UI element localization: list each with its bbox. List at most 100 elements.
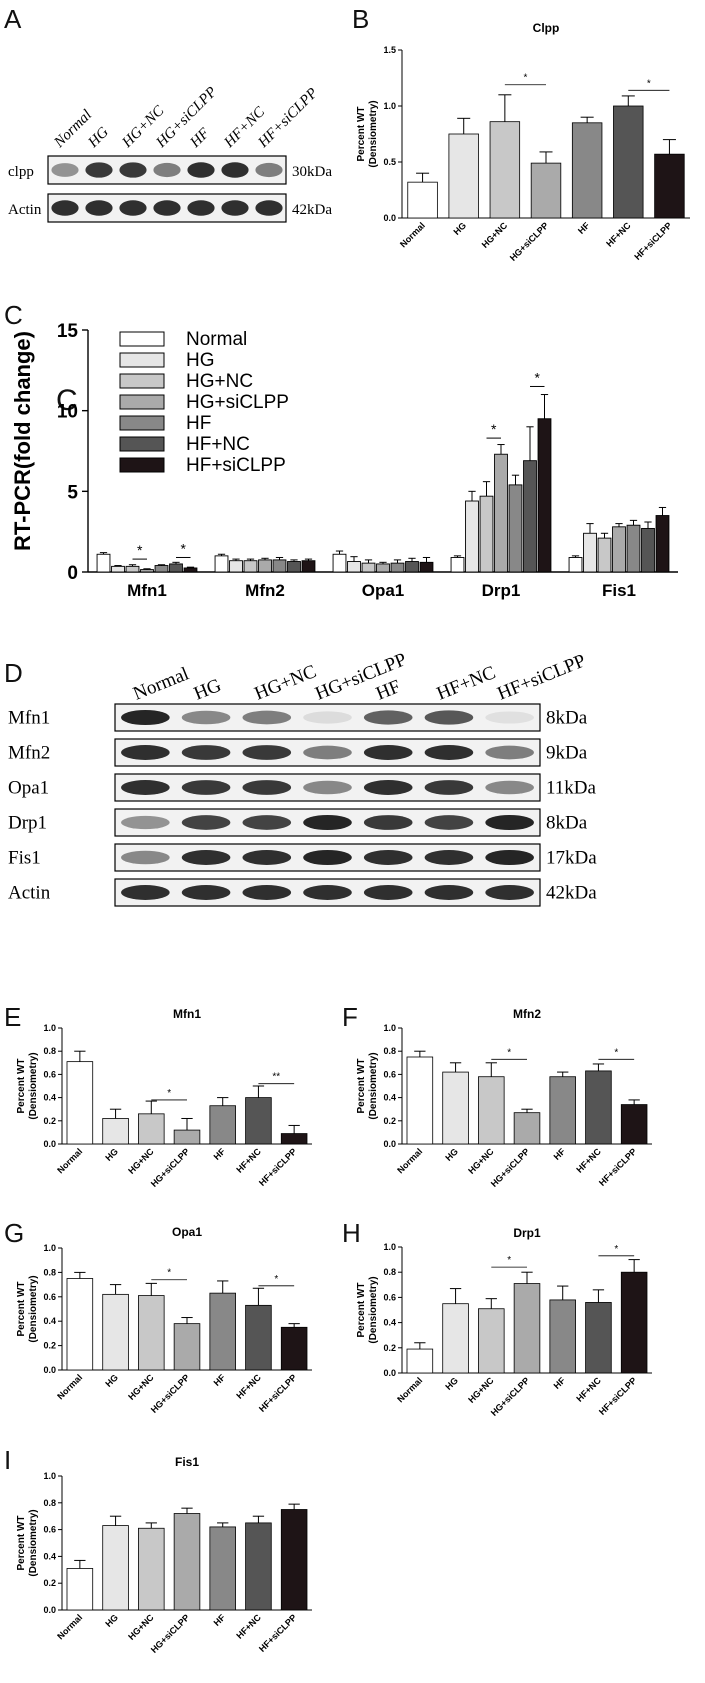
blot-band xyxy=(181,815,231,830)
y-axis-label-2: (Densiometry) xyxy=(368,1052,379,1119)
bar-fis1-hg xyxy=(583,532,597,573)
legend-label: HG+siCLPP xyxy=(186,392,289,413)
significance-marker: ** xyxy=(272,1072,280,1083)
significance-marker: * xyxy=(647,78,651,89)
bar-mfn2-normal xyxy=(214,555,229,573)
blot-band xyxy=(119,200,147,216)
y-tick-label: 0.0 xyxy=(43,1605,56,1615)
blot-band xyxy=(363,850,413,865)
blot-band xyxy=(485,780,534,795)
bar-hg-plus-nc xyxy=(478,1308,505,1374)
bar-hf xyxy=(209,1105,236,1145)
bar-hg xyxy=(442,1071,469,1145)
y-axis-label-2: (Densiometry) xyxy=(28,1052,39,1119)
bar-hg-plus-siclpp xyxy=(530,162,562,219)
bar-fis1-hf-plus-siclpp xyxy=(655,515,670,573)
legend-label: HF xyxy=(186,413,211,434)
significance-marker: * xyxy=(614,1047,618,1058)
x-tick-label: HG xyxy=(103,1146,120,1163)
x-tick-label: Normal xyxy=(55,1372,84,1401)
significance-marker: * xyxy=(523,73,527,84)
bar-normal xyxy=(66,1568,94,1611)
bar-opa1-hg-plus-siclpp xyxy=(376,563,390,573)
y-tick-label: 1.5 xyxy=(383,45,396,55)
x-tick-label: HF xyxy=(212,1146,228,1162)
y-tick-label: 0.4 xyxy=(383,1318,396,1328)
chart-title: Mfn2 xyxy=(513,1007,541,1021)
bar-hf xyxy=(571,122,603,219)
bar-hg xyxy=(442,1303,469,1374)
x-tick-label: HG+siCLPP xyxy=(149,1612,192,1655)
y-tick-label: 0.2 xyxy=(43,1578,56,1588)
blot-row-label: Mfn1 xyxy=(8,708,50,729)
bar-hg-plus-siclpp xyxy=(513,1112,541,1145)
blot-band xyxy=(303,814,352,831)
bar-mfn1-normal xyxy=(96,553,111,573)
bar-mfn2-hg xyxy=(229,560,243,573)
bar-mfn1-hg xyxy=(111,565,125,573)
chart-clpp: Clpp Percent WT (Densiometry) 0.0 0.5 1.0 1.5 N… xyxy=(356,21,690,263)
y-tick-label: 0.2 xyxy=(43,1116,56,1126)
bar-fis1-hf-plus-nc xyxy=(641,527,655,573)
bar-mfn2-hf-plus-siclpp xyxy=(301,560,316,573)
blot-band xyxy=(255,200,283,216)
y-tick-label: 0.2 xyxy=(383,1116,396,1126)
bar-drp1-hf-plus-nc xyxy=(523,460,537,573)
blot-band xyxy=(181,710,231,725)
x-tick-label: HG+NC xyxy=(480,220,510,250)
bar-drp1-hf xyxy=(508,484,523,573)
bar-hg-plus-siclpp xyxy=(173,1513,201,1611)
bar-hg-plus-siclpp xyxy=(173,1129,201,1145)
x-tick-label: HF+NC xyxy=(574,1146,603,1175)
x-tick-label: HG+NC xyxy=(126,1612,156,1642)
blot-band xyxy=(303,711,352,724)
x-tick-label: HF+siCLPP xyxy=(257,1372,299,1414)
significance-marker: * xyxy=(137,542,143,558)
chart-title: Clpp xyxy=(533,21,560,35)
bar-opa1-hf-plus-nc xyxy=(405,561,419,573)
significance-marker: * xyxy=(491,421,497,437)
y-tick-label: 0.5 xyxy=(383,157,396,167)
blot-band xyxy=(363,885,413,900)
x-tick-label: HG+siCLPP xyxy=(489,1375,532,1418)
bar-opa1-hf xyxy=(390,562,405,573)
y-axis-label: Percent WT xyxy=(16,1281,27,1336)
panel-letter-c: C xyxy=(4,300,23,330)
bar-normal xyxy=(406,1348,434,1374)
y-axis-label-2: (Densiometry) xyxy=(28,1509,39,1576)
blot-band xyxy=(424,815,474,830)
legend-label: HF+NC xyxy=(186,434,250,455)
y-tick-label: 0.6 xyxy=(43,1292,56,1302)
bar-mfn1-hf-plus-siclpp xyxy=(183,567,198,573)
blot-band xyxy=(303,885,352,900)
blot-band xyxy=(303,780,352,795)
chart-title: Fis1 xyxy=(175,1455,199,1469)
bar-hg-plus-siclpp xyxy=(173,1323,201,1371)
x-tick-label: Normal xyxy=(398,220,427,249)
bar-mfn2-hf-plus-nc xyxy=(287,561,301,573)
chart-opa1: Opa1 Percent WT (Densiometry) 0.0 0.2 0.4 0.6 0… xyxy=(16,1225,312,1415)
x-tick-label: Normal xyxy=(395,1375,424,1404)
lane-label: HG xyxy=(85,124,112,151)
blot-band xyxy=(181,745,231,760)
bar-opa1-hg-plus-nc xyxy=(361,562,376,573)
bar-hf-plus-siclpp xyxy=(620,1271,648,1374)
bar-hf-plus-nc xyxy=(245,1097,272,1145)
blot-band xyxy=(424,710,474,725)
y-axis-label-2: (Densiometry) xyxy=(368,1276,379,1343)
chart-fis1: Fis1 Percent WT (Densiometry) 0.0 0.2 0.4 0.6 0… xyxy=(16,1455,312,1655)
blot-band xyxy=(181,850,231,865)
lane-label: HF+siCLPP xyxy=(495,650,589,704)
x-tick-label: HG xyxy=(103,1612,120,1629)
chart-title: Mfn1 xyxy=(173,1007,201,1021)
x-tick-label: HF xyxy=(212,1372,228,1388)
significance-marker: * xyxy=(181,540,187,556)
blot-band xyxy=(187,162,215,178)
bar-hg xyxy=(448,133,479,219)
x-tick-label: HF+NC xyxy=(604,220,633,249)
legend-label: HG+NC xyxy=(186,371,253,392)
blot-band xyxy=(255,162,283,178)
x-tick-label: HG+NC xyxy=(126,1372,156,1402)
blot-band xyxy=(121,815,170,830)
y-tick-label: 0.0 xyxy=(43,1365,56,1375)
